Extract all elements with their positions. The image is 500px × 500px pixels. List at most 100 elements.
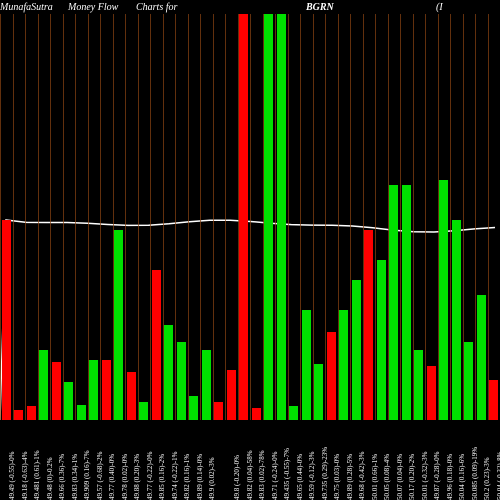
bar xyxy=(302,310,311,420)
bar xyxy=(289,406,298,420)
bar xyxy=(14,410,23,420)
grid-line xyxy=(213,14,214,420)
bar xyxy=(239,14,248,420)
x-tick-label: 49.435 (-0.55)-7% xyxy=(283,420,291,500)
bar xyxy=(402,185,411,420)
x-tick-label: 49.57 (-0.68)-2% xyxy=(96,420,104,500)
title-segment: Money Flow xyxy=(68,2,118,13)
grid-line xyxy=(250,14,251,420)
bar xyxy=(477,295,486,420)
bar xyxy=(439,180,448,420)
grid-line xyxy=(225,14,226,420)
x-tick-label: 50.04 (-0.32)-8% xyxy=(496,420,500,500)
grid-line xyxy=(63,14,64,420)
bar xyxy=(27,406,36,420)
x-tick-label: 49.8 (-0.20)-0% xyxy=(233,420,241,500)
bar xyxy=(389,185,398,420)
x-tick-label: 50.085 (0.09)-19% xyxy=(471,420,479,500)
grid-line xyxy=(425,14,426,420)
x-tick-label: 49.77 (0.40)-0% xyxy=(108,420,116,500)
chart-plot-area xyxy=(0,14,500,420)
bar xyxy=(452,220,461,420)
x-tick-label: 49.77 (-0.22)-0% xyxy=(146,420,154,500)
bar xyxy=(414,350,423,420)
x-tick-label: 49.65 (0.44)-0% xyxy=(296,420,304,500)
grid-line xyxy=(25,14,26,420)
x-tick-label: 49.68 (-0.42)-3% xyxy=(358,420,366,500)
x-tick-label: 49.85 (0.16)-2% xyxy=(158,420,166,500)
bar xyxy=(489,380,498,420)
x-tick-label: 50.2 (0.23)-3% xyxy=(483,420,491,500)
x-tick-label: 49.89 (0.14)-0% xyxy=(196,420,204,500)
bar xyxy=(39,350,48,420)
bar xyxy=(52,362,61,420)
bar xyxy=(252,408,261,420)
x-tick-label: 49.9 (0.02)-3% xyxy=(208,420,216,500)
bar xyxy=(177,342,186,420)
bar xyxy=(214,402,223,420)
x-tick-label: 49.88 (0.20)-3% xyxy=(133,420,141,500)
bar xyxy=(77,405,86,420)
bar xyxy=(352,280,361,420)
x-tick-label: 49.89 (0.28)-5% xyxy=(346,420,354,500)
x-tick-label: 49.735 (0.29)-23% xyxy=(321,420,329,500)
x-tick-label: 49.18 (-0.63)-4% xyxy=(21,420,29,500)
bar xyxy=(377,260,386,420)
bar xyxy=(127,372,136,420)
bar xyxy=(227,370,236,420)
bar xyxy=(189,396,198,420)
x-tick-label: 50.04 (0.16)-6% xyxy=(458,420,466,500)
bar xyxy=(364,230,373,420)
grid-line xyxy=(75,14,76,420)
x-tick-label: 49.74 (-0.22)-1% xyxy=(171,420,179,500)
grid-line xyxy=(50,14,51,420)
x-tick-label: 50.17 (0.20)-2% xyxy=(408,420,416,500)
grid-line xyxy=(313,14,314,420)
bar xyxy=(64,382,73,420)
title-segment: (I xyxy=(436,2,443,13)
grid-line xyxy=(488,14,489,420)
x-tick-label: 49.59 (-0.12)-3% xyxy=(308,420,316,500)
x-tick-label: 50.07 (0.04)-0% xyxy=(396,420,404,500)
bar xyxy=(264,14,273,420)
bar xyxy=(139,402,148,420)
x-tick-label: 50.05 (0.08)-4% xyxy=(383,420,391,500)
grid-line xyxy=(188,14,189,420)
bar xyxy=(164,325,173,420)
bar xyxy=(2,220,11,420)
x-tick-label: 49.75 (0.03)-0% xyxy=(333,420,341,500)
x-tick-label: 49.909 (0.16)-7% xyxy=(83,420,91,500)
grid-line xyxy=(138,14,139,420)
x-tick-label: 49.87 (-0.28)-0% xyxy=(433,420,441,500)
grid-line xyxy=(13,14,14,420)
x-tick-label: 50.01 (-0.32)-3% xyxy=(421,420,429,500)
bar xyxy=(202,350,211,420)
bar xyxy=(114,230,123,420)
bar xyxy=(427,366,436,420)
bar xyxy=(152,270,161,420)
bar xyxy=(327,332,336,420)
x-tick-label: 49.71 (-0.24)-0% xyxy=(271,420,279,500)
bar xyxy=(314,364,323,420)
x-tick-label: 49.83 (0.34)-1% xyxy=(71,420,79,500)
x-tick-label: 49.78 (0.02)-0% xyxy=(121,420,129,500)
x-tick-label: 49.82 (0.04)-58% xyxy=(246,420,254,500)
x-tick-label: 50.01 (0.66)-1% xyxy=(371,420,379,500)
title-segment: Charts for xyxy=(136,2,177,13)
x-tick-label: 49.82 (0.16)-1% xyxy=(183,420,191,500)
bar xyxy=(89,360,98,420)
bar xyxy=(339,310,348,420)
title-segment: BGRN xyxy=(306,2,334,13)
bar xyxy=(102,360,111,420)
bar xyxy=(464,342,473,420)
x-tick-label: 49.49 (-0.55)-0% xyxy=(8,420,16,500)
x-tick-label: 49.96 (0.18)-0% xyxy=(446,420,454,500)
bar xyxy=(277,14,286,420)
x-tick-label: 49.66 (0.36)-7% xyxy=(58,420,66,500)
x-tick-label: 49.83 (0.02)-78% xyxy=(258,420,266,500)
grid-line xyxy=(288,14,289,420)
x-axis-labels: 49.49 (-0.55)-0% 49.18 (-0.63)-4% 49.481 (… xyxy=(0,420,500,500)
x-tick-label: 49.48 (0)-0.2% xyxy=(46,420,54,500)
x-tick-label: 49.481 (0.61)-1% xyxy=(33,420,41,500)
grid-line xyxy=(125,14,126,420)
